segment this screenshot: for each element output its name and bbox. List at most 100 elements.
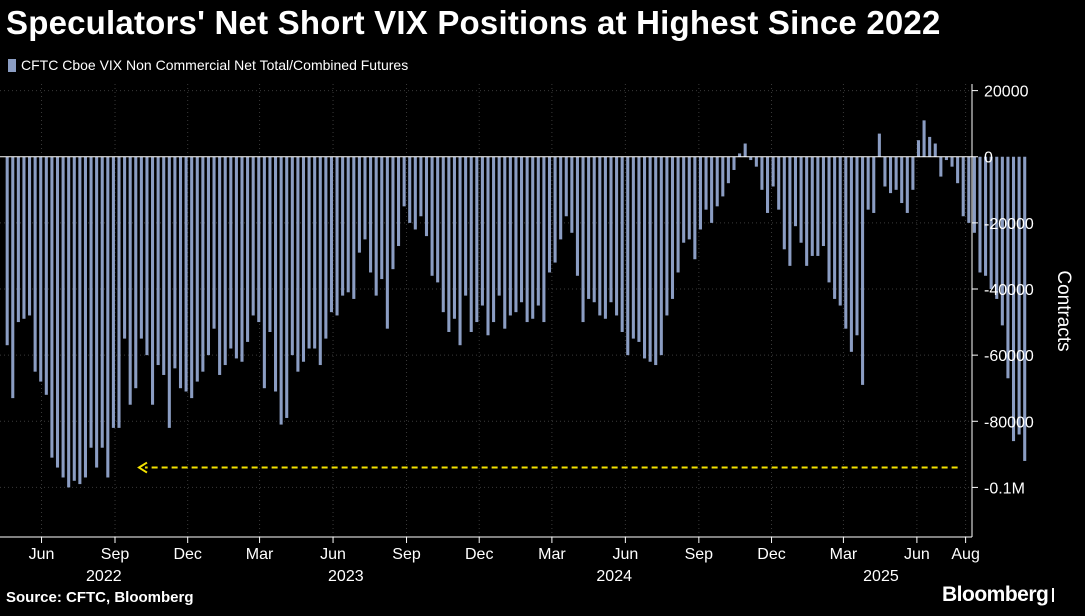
bar [984, 156, 988, 276]
bar [559, 156, 563, 240]
bar [72, 156, 76, 481]
bar [575, 156, 579, 276]
bar [547, 156, 552, 273]
bar [833, 156, 837, 299]
bar [520, 156, 524, 303]
bars [5, 120, 1027, 488]
annotation [137, 461, 958, 474]
bar [659, 156, 663, 356]
bar [793, 156, 798, 227]
bar [771, 156, 775, 187]
bar [1006, 156, 1010, 379]
bar [587, 156, 591, 299]
bar [89, 156, 93, 448]
bar [732, 156, 736, 170]
bar [849, 156, 853, 352]
bar [603, 156, 607, 319]
bar [620, 156, 624, 332]
x-tick-label: Mar [246, 546, 274, 563]
bar [531, 156, 535, 319]
bar [134, 156, 138, 389]
bar [380, 156, 384, 280]
bar [486, 156, 490, 336]
bar [1011, 156, 1016, 442]
bar [615, 156, 619, 316]
bar [643, 156, 647, 359]
bar [117, 156, 121, 428]
bar [939, 156, 943, 177]
x-tick-label: Mar [830, 546, 858, 563]
bar [413, 156, 417, 230]
bar [111, 156, 115, 428]
bar [1023, 156, 1027, 461]
annotation-arrowhead [137, 461, 148, 474]
bar [33, 156, 37, 372]
bar [508, 156, 512, 316]
bar [928, 136, 932, 157]
x-tick-label: Jun [29, 546, 55, 563]
bar [206, 156, 210, 356]
x-tick-label: Mar [538, 546, 566, 563]
x-year-label: 2025 [863, 568, 899, 585]
bar [609, 156, 613, 303]
bar [195, 156, 199, 382]
bar [22, 156, 26, 319]
bar [721, 156, 725, 197]
bar [687, 156, 691, 240]
x-tick-label: Sep [101, 546, 130, 563]
x-tick-label: Dec [465, 546, 493, 563]
bar [497, 156, 501, 296]
bar [866, 156, 870, 210]
bar [570, 156, 574, 233]
bar [408, 156, 412, 223]
bar [553, 156, 557, 263]
bar [67, 156, 71, 488]
bar [626, 156, 630, 356]
bar [654, 156, 658, 366]
bar [889, 156, 893, 194]
x-tick-label: Jun [320, 546, 346, 563]
bar [262, 156, 266, 389]
bar [978, 156, 982, 273]
bar [28, 156, 32, 316]
bar [78, 156, 82, 485]
bar [374, 156, 378, 296]
legend-label: CFTC Cboe VIX Non Commercial Net Total/C… [21, 57, 409, 73]
bar [167, 156, 171, 428]
bar [274, 156, 278, 392]
bar [391, 156, 395, 270]
x-tick-label: Dec [757, 546, 785, 563]
bar [447, 156, 451, 332]
bar [234, 156, 238, 359]
bar [424, 156, 429, 237]
x-tick-label: Jun [612, 546, 638, 563]
x-year-label: 2023 [328, 568, 364, 585]
legend-swatch [8, 58, 16, 72]
y-axis-title: Contracts [1053, 270, 1074, 351]
bar [251, 156, 255, 316]
bar [313, 156, 317, 349]
y-tick-label: -80000 [984, 414, 1034, 431]
bar [564, 156, 568, 217]
bar [139, 156, 143, 339]
bar [346, 156, 350, 293]
bar [145, 156, 149, 356]
bar [335, 156, 339, 316]
bar [1000, 156, 1004, 326]
bar [464, 156, 468, 296]
bar [581, 156, 585, 323]
bar [805, 156, 809, 266]
bar [995, 156, 999, 299]
bar [542, 156, 546, 323]
bar [285, 156, 289, 418]
bar [178, 156, 183, 389]
bar [184, 156, 188, 392]
x-tick-label: Sep [392, 546, 421, 563]
bar [916, 140, 921, 157]
bar [218, 156, 222, 375]
bar [648, 156, 652, 362]
bar [766, 156, 770, 213]
bar [961, 156, 965, 217]
bar [810, 156, 814, 256]
bar [61, 156, 65, 478]
